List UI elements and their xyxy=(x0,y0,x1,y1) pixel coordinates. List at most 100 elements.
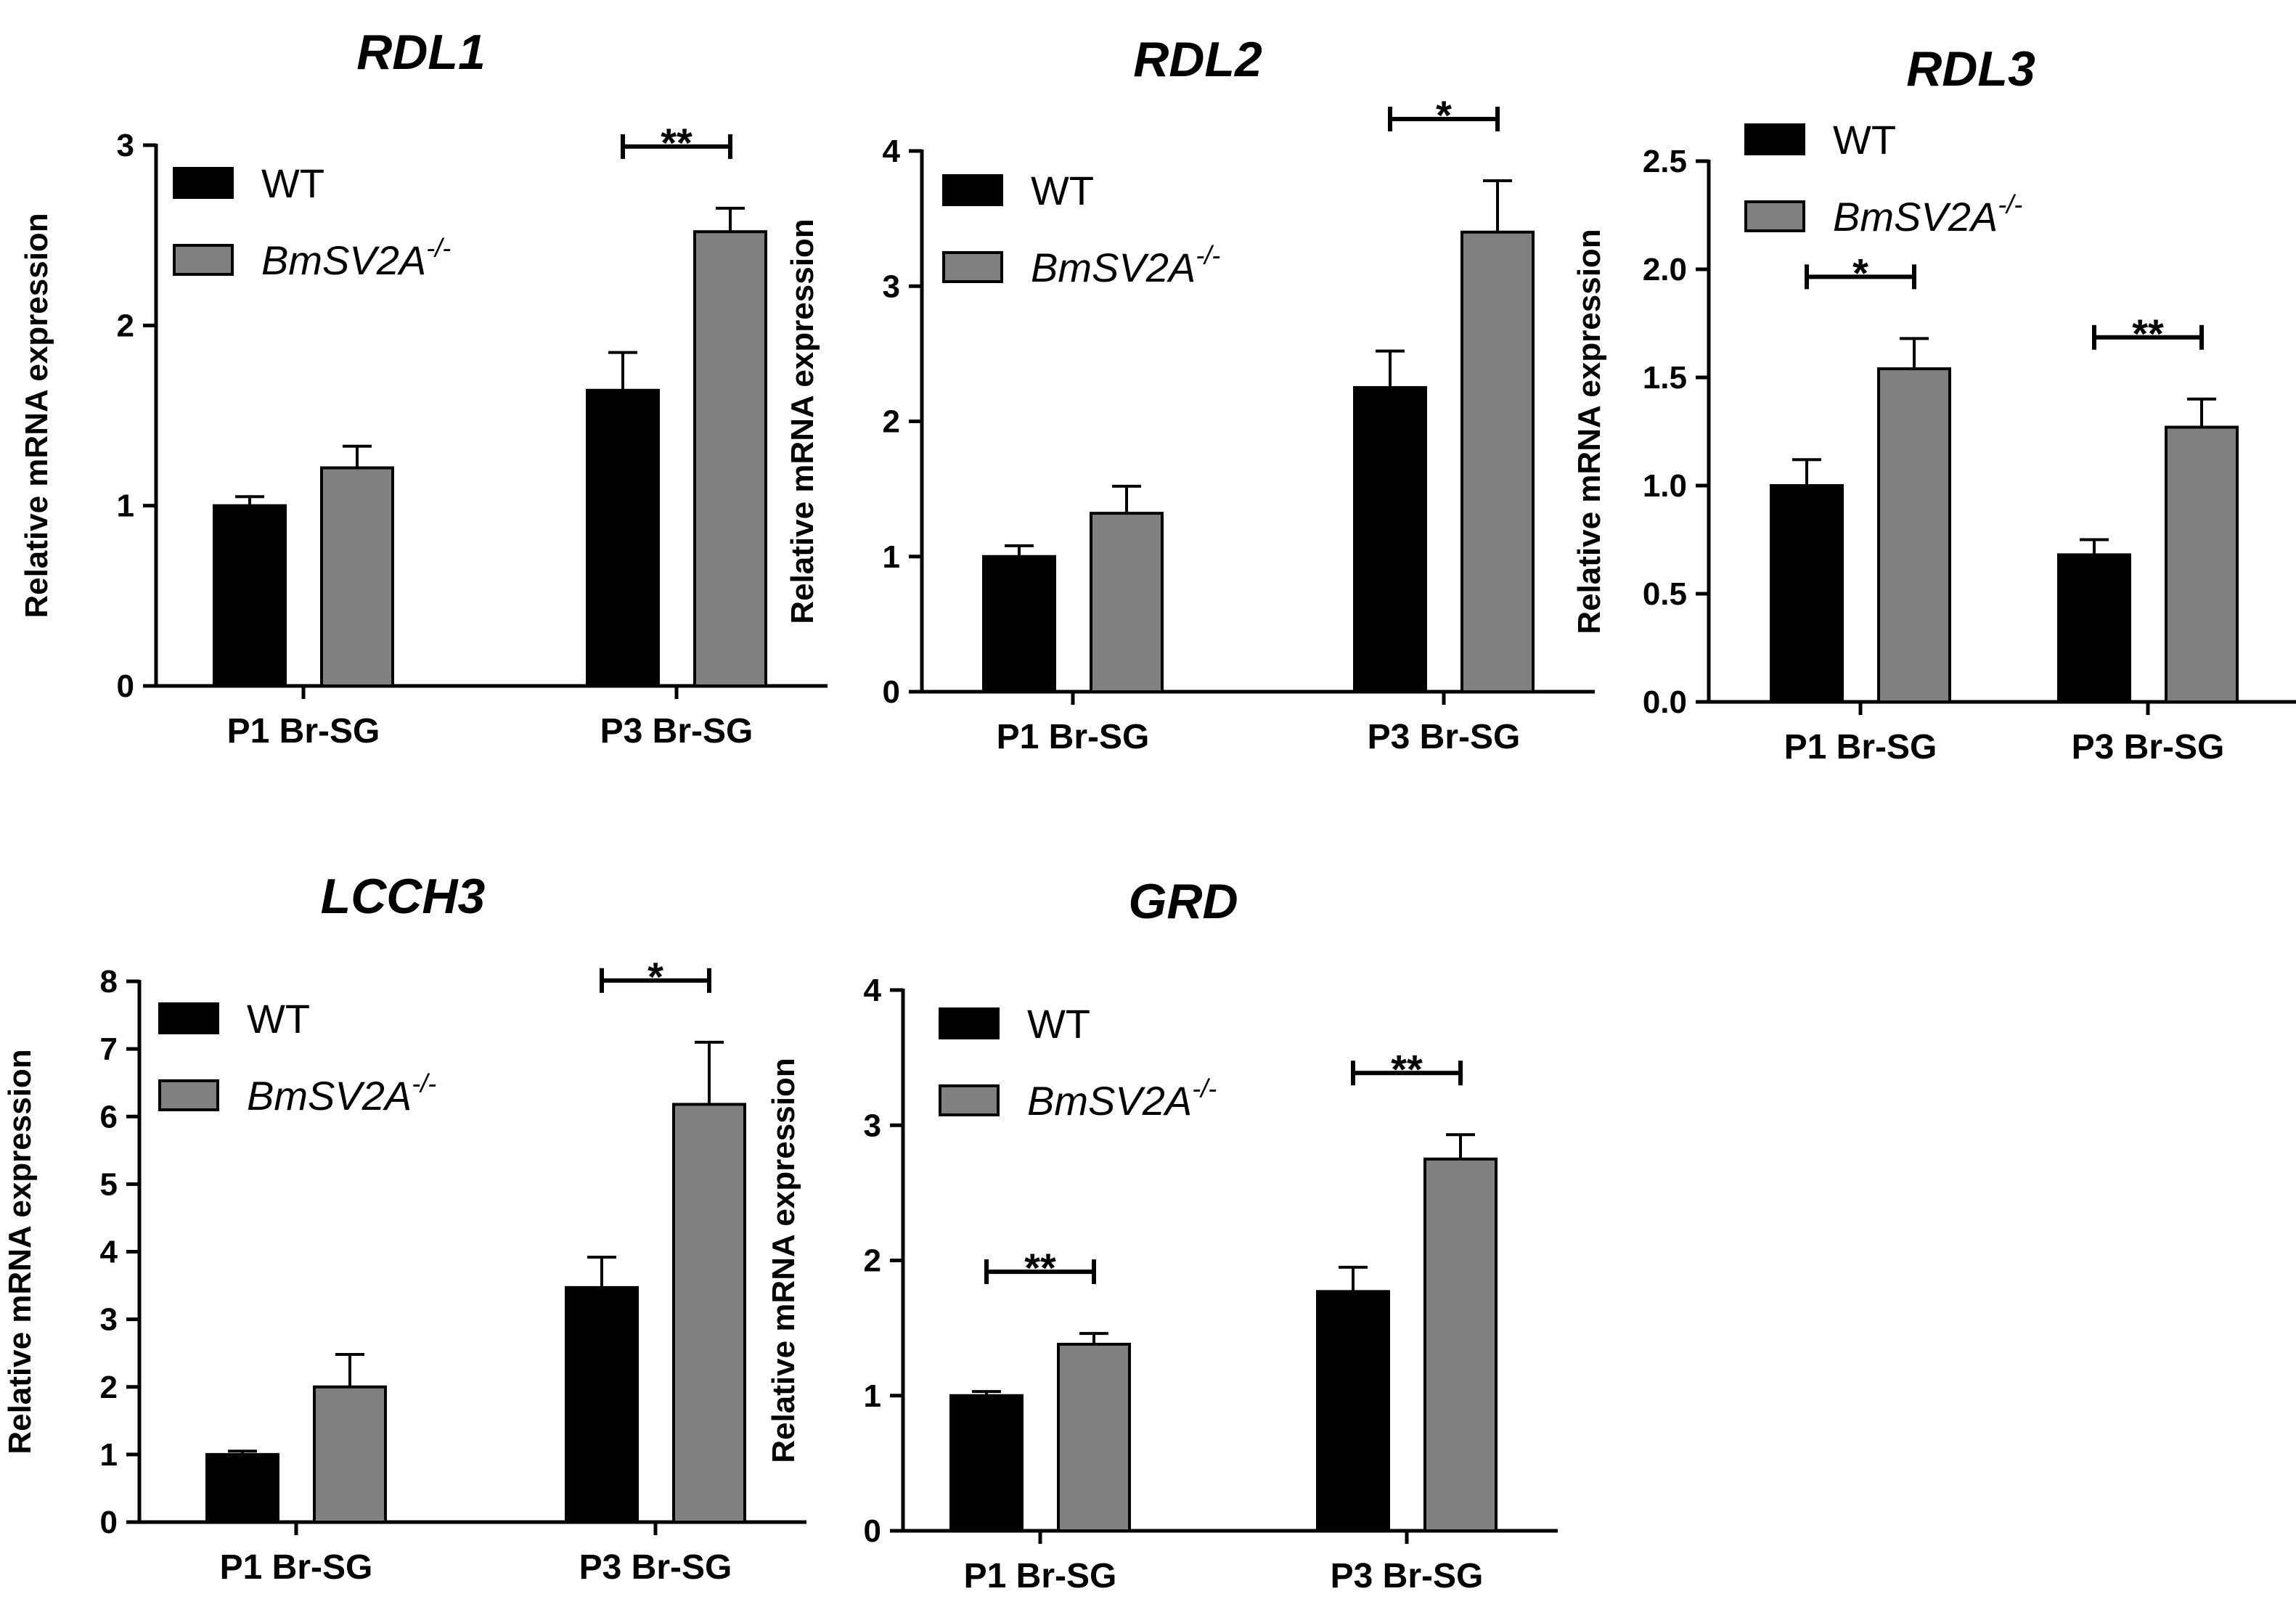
y-tick-label: 0 xyxy=(100,1505,118,1540)
bar-wt xyxy=(2057,553,2131,703)
legend-swatch-wt xyxy=(158,1002,219,1034)
bar-wt xyxy=(1316,1290,1390,1533)
y-tick-label: 0 xyxy=(883,674,900,710)
legend-swatch-wt xyxy=(942,174,1003,206)
y-tick-label: 0 xyxy=(864,1513,881,1549)
y-tick-label: 2.0 xyxy=(1643,252,1687,287)
x-tick-label: P1 Br-SG xyxy=(1784,728,1937,766)
bar-wt xyxy=(213,504,287,688)
y-tick-label: 2.5 xyxy=(1643,144,1687,179)
bar-mutant xyxy=(1057,1342,1131,1532)
legend-label-mutant: BmSV2A-/- xyxy=(261,233,451,283)
legend-label-mutant: BmSV2A-/- xyxy=(1833,189,2022,240)
significance-label: ** xyxy=(1024,1245,1056,1291)
significance-label: * xyxy=(1436,92,1452,138)
significance-label: * xyxy=(1852,250,1868,295)
y-axis-label: Relative mRNA expression xyxy=(19,213,54,618)
y-tick-label: 4 xyxy=(864,973,882,1008)
bar-mutant xyxy=(313,1385,387,1524)
x-tick-label: P1 Br-SG xyxy=(220,1548,373,1587)
bar-wt xyxy=(565,1285,639,1524)
y-tick-label: 1 xyxy=(100,1437,118,1473)
bar-mutant xyxy=(1460,230,1535,693)
bar-mutant xyxy=(320,466,394,687)
legend-label-mutant: BmSV2A-/- xyxy=(1031,240,1220,290)
y-tick-label: 4 xyxy=(100,1235,118,1270)
x-tick-label: P3 Br-SG xyxy=(1331,1557,1484,1595)
legend-label-mutant-base: BmSV2A xyxy=(1031,245,1196,290)
bar-wt xyxy=(586,388,660,687)
x-tick-label: P3 Br-SG xyxy=(2072,728,2225,766)
y-tick-label: 3 xyxy=(100,1302,118,1338)
legend-label-mutant-superscript: -/- xyxy=(1998,189,2022,219)
y-tick-label: 2 xyxy=(864,1243,881,1279)
legend-label-wt: WT xyxy=(1027,1001,1090,1047)
y-tick-label: 8 xyxy=(100,964,118,999)
x-tick-label: P3 Br-SG xyxy=(600,712,753,751)
bar-mutant xyxy=(1090,512,1164,694)
chart-rdl2: RDL2 Relative mRNA expression 0 1 2 3 4 P1 Br-S… xyxy=(785,32,1595,756)
legend-swatch-mutant xyxy=(942,251,1003,283)
x-tick-label: P3 Br-SG xyxy=(1368,718,1521,756)
bar-mutant xyxy=(693,230,767,687)
bar-wt xyxy=(1770,484,1844,703)
chart-title: GRD xyxy=(1128,874,1238,929)
bar-mutant xyxy=(1877,367,1951,703)
y-tick-label: 4 xyxy=(883,134,901,169)
legend-label-mutant-base: BmSV2A xyxy=(1027,1078,1192,1124)
chart-title: RDL2 xyxy=(1133,32,1262,87)
bar-wt xyxy=(982,555,1056,693)
chart-grd: GRD Relative mRNA expression 0 1 2 3 4 P1 Br-SG… xyxy=(766,874,1558,1595)
chart-lcch3: LCCH3 Relative mRNA expression 0 1 2 3 4 5 6 7 8 P1… xyxy=(2,869,806,1587)
bar-mutant xyxy=(1423,1157,1498,1532)
y-tick-label: 1 xyxy=(883,539,900,575)
chart-rdl3: RDL3 Relative mRNA expression 0.0 0.5 1.0 1.5… xyxy=(1572,41,2296,766)
legend-label-mutant-superscript: -/- xyxy=(1192,1074,1217,1103)
y-tick-label: 0.0 xyxy=(1643,684,1687,720)
chart-title: RDL3 xyxy=(1906,41,2035,97)
x-tick-label: P1 Br-SG xyxy=(997,718,1150,756)
legend-swatch-mutant xyxy=(939,1084,1000,1116)
legend-swatch-mutant xyxy=(173,244,234,276)
x-tick-label: P1 Br-SG xyxy=(964,1557,1117,1595)
legend-swatch-mutant xyxy=(158,1079,219,1111)
y-tick-label: 6 xyxy=(100,1099,118,1134)
legend-swatch-wt xyxy=(939,1007,1000,1039)
significance-label: ** xyxy=(661,120,693,165)
legend-label-wt: WT xyxy=(1833,117,1896,163)
y-axis-label: Relative mRNA expression xyxy=(766,1058,801,1463)
y-tick-label: 2 xyxy=(883,404,900,440)
y-axis-label: Relative mRNA expression xyxy=(2,1049,38,1454)
bar-mutant xyxy=(672,1103,746,1524)
legend-label-mutant-superscript: -/- xyxy=(426,233,451,263)
chart-title: RDL1 xyxy=(356,25,486,80)
legend-swatch-mutant xyxy=(1744,200,1805,232)
y-tick-label: 3 xyxy=(883,269,900,304)
legend-label-wt: WT xyxy=(1031,168,1094,213)
bar-mutant xyxy=(2165,425,2239,703)
y-axis-label: Relative mRNA expression xyxy=(785,218,820,623)
y-tick-label: 1 xyxy=(864,1378,881,1414)
legend-label-mutant-superscript: -/- xyxy=(412,1068,436,1098)
legend-label-mutant-superscript: -/- xyxy=(1196,240,1220,270)
y-tick-label: 1 xyxy=(117,488,134,524)
x-tick-label: P1 Br-SG xyxy=(227,712,380,751)
chart-rdl1: RDL1 Relative mRNA expression 0 1 2 3 P1 Br-SG… xyxy=(19,25,828,751)
y-tick-label: 2 xyxy=(117,308,134,343)
y-tick-label: 1.0 xyxy=(1643,468,1687,504)
y-tick-label: 1.5 xyxy=(1643,360,1687,396)
bar-wt xyxy=(205,1452,279,1524)
legend-label-mutant-base: BmSV2A xyxy=(261,237,426,283)
y-tick-label: 0.5 xyxy=(1643,576,1687,612)
legend-swatch-wt xyxy=(1744,123,1805,155)
chart-title: LCCH3 xyxy=(321,869,486,924)
bar-wt xyxy=(949,1394,1024,1532)
y-tick-label: 0 xyxy=(117,669,134,704)
y-tick-label: 3 xyxy=(117,128,134,163)
significance-label: * xyxy=(647,954,663,999)
x-tick-label: P3 Br-SG xyxy=(579,1548,732,1587)
significance-label: ** xyxy=(2132,311,2164,356)
y-tick-label: 5 xyxy=(100,1166,118,1202)
legend-label-wt: WT xyxy=(261,160,324,206)
